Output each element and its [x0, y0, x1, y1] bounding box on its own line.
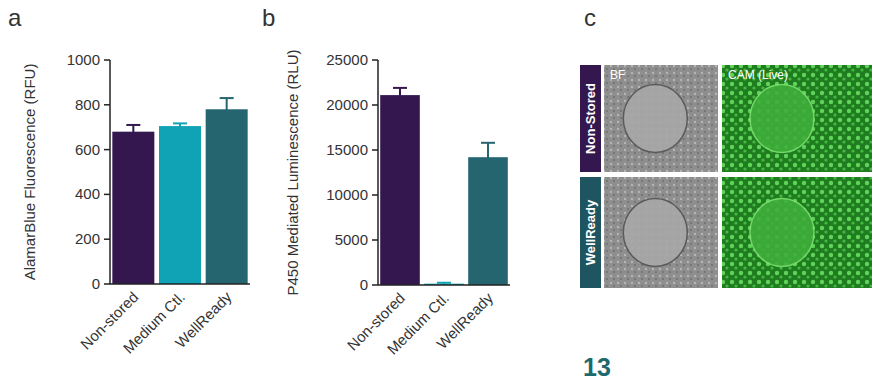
spheroid	[623, 199, 687, 267]
y-tick	[104, 194, 110, 196]
spheroid	[623, 85, 687, 153]
micrograph	[604, 177, 718, 288]
error-stem	[399, 88, 401, 102]
plot-area	[380, 88, 508, 285]
plot-area	[112, 98, 247, 284]
y-tick	[372, 239, 378, 241]
y-tick-label: 20000	[326, 96, 368, 113]
row-label-strip	[580, 177, 601, 288]
error-bar	[481, 143, 495, 172]
micrograph	[722, 177, 872, 288]
error-bar	[220, 98, 234, 120]
page-number: 13	[583, 353, 611, 381]
micrograph	[722, 65, 872, 172]
x-axis	[378, 284, 510, 286]
y-tick-label: 0	[92, 275, 100, 292]
row-label: WellReady	[583, 199, 598, 265]
bar	[380, 95, 420, 285]
bar	[468, 157, 508, 285]
panel-label: c	[584, 4, 596, 31]
y-tick-label: 600	[75, 141, 100, 158]
column-label: BF	[610, 68, 625, 82]
y-tick	[372, 104, 378, 106]
row-label-strip	[580, 65, 601, 172]
micrograph	[604, 65, 718, 172]
y-tick	[372, 149, 378, 151]
y-tick-label: 0	[360, 276, 368, 293]
y-tick-label: 10000	[326, 186, 368, 203]
figure: a AlamarBlue Fluorescence (RFU) 0 200 400 600…	[0, 0, 873, 383]
error-stem	[487, 143, 489, 172]
row-label: Non-Stored	[583, 83, 598, 154]
column-label: CAM (Live)	[728, 68, 788, 82]
y-tick-label: 200	[75, 230, 100, 247]
y-tick	[372, 284, 378, 286]
y-tick-label: 5000	[335, 231, 368, 248]
y-tick	[104, 283, 110, 285]
y-tick	[372, 59, 378, 61]
y-axis	[377, 60, 379, 285]
x-axis	[110, 283, 250, 285]
y-tick-label: 25000	[326, 51, 368, 68]
y-tick	[104, 149, 110, 151]
error-cap	[126, 124, 140, 126]
error-stem	[226, 98, 228, 120]
x-tick-label: WellReady	[433, 289, 496, 352]
y-tick-label: 1000	[67, 51, 100, 68]
bar	[159, 126, 201, 284]
y-tick	[104, 59, 110, 61]
y-tick	[104, 104, 110, 106]
y-axis-label: P450 Mediated Luminescence (RLU)	[284, 50, 301, 296]
error-cap	[393, 87, 407, 89]
panel-label: a	[8, 4, 22, 31]
bar	[206, 109, 248, 284]
error-cap	[220, 97, 234, 99]
error-cap	[481, 142, 495, 144]
y-tick-label: 800	[75, 96, 100, 113]
y-tick	[372, 194, 378, 196]
panel-label: b	[262, 4, 275, 31]
y-tick-label: 15000	[326, 141, 368, 158]
y-tick	[104, 238, 110, 240]
y-axis	[109, 60, 111, 284]
error-bar	[126, 125, 140, 138]
x-tick-label: WellReady	[172, 288, 235, 351]
error-stem	[132, 125, 134, 138]
error-cap	[437, 282, 451, 284]
y-tick-label: 400	[75, 185, 100, 202]
error-cap	[173, 122, 187, 124]
spheroid	[750, 85, 814, 153]
bar	[112, 132, 154, 284]
error-bar	[393, 88, 407, 102]
error-bar	[173, 123, 187, 128]
y-axis-label: AlamarBlue Fluorescence (RFU)	[21, 64, 38, 281]
spheroid	[750, 199, 814, 267]
